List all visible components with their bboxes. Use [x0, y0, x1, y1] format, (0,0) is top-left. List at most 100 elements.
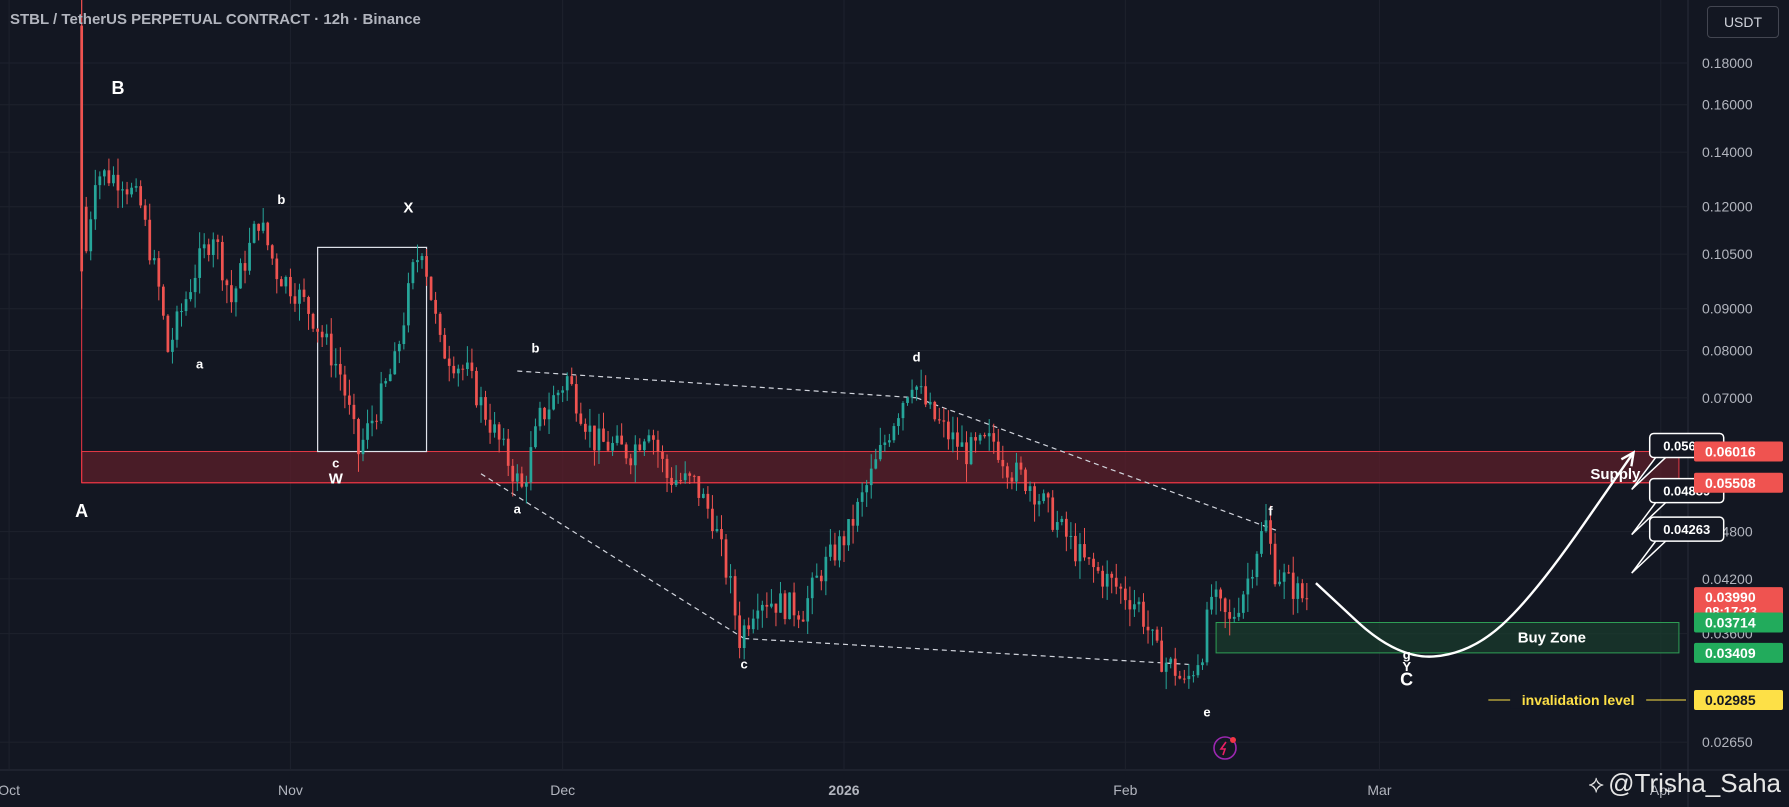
- candle-body: [93, 185, 97, 220]
- wave-label: a: [514, 502, 522, 517]
- candle-body: [779, 593, 782, 613]
- candle-body: [534, 426, 537, 448]
- candle-body: [125, 189, 129, 195]
- candle-body: [157, 258, 161, 287]
- currency-button[interactable]: USDT: [1707, 6, 1779, 38]
- candle-body: [974, 437, 977, 441]
- candle-body: [84, 206, 88, 252]
- y-tick-label: 0.04200: [1702, 571, 1753, 587]
- candle-body: [933, 401, 937, 420]
- candle-body: [1282, 572, 1286, 582]
- candle-body: [588, 425, 592, 432]
- candle-body: [706, 493, 710, 509]
- candle-body: [1046, 493, 1050, 498]
- candle-body: [611, 442, 614, 451]
- candle-body: [502, 438, 506, 440]
- candle-body: [80, 25, 84, 272]
- candle-body: [774, 603, 778, 613]
- alert-clock-icon[interactable]: [1213, 736, 1237, 760]
- candle-body: [388, 374, 392, 382]
- candle-body: [1205, 609, 1209, 663]
- candle-body: [992, 433, 996, 442]
- candle-body: [384, 381, 388, 384]
- candle-body: [343, 374, 347, 396]
- candle-body: [434, 299, 437, 314]
- author-watermark: ⟡ @Trisha_Saha: [1588, 768, 1781, 799]
- candle-body: [647, 435, 651, 442]
- candles: [80, 0, 1309, 690]
- candle-body: [1169, 658, 1173, 663]
- candle-body: [1069, 535, 1073, 537]
- candle-body: [969, 437, 973, 465]
- candle-body: [597, 428, 601, 451]
- candle-body: [1219, 589, 1222, 599]
- supply-zone-label: Supply: [1590, 466, 1641, 483]
- wave-label: f: [1268, 504, 1273, 519]
- candle-body: [847, 519, 850, 546]
- candle-body: [302, 289, 306, 298]
- candle-body: [161, 286, 165, 316]
- candle-body: [547, 409, 551, 420]
- candle-body: [747, 625, 751, 630]
- candle-body: [112, 174, 115, 184]
- candle-body: [1092, 558, 1095, 568]
- candle-body: [638, 444, 642, 451]
- candle-body: [833, 544, 837, 561]
- candle-body: [656, 439, 660, 452]
- candle-body: [506, 438, 510, 466]
- candle-body: [574, 384, 578, 414]
- candle-body: [552, 395, 555, 410]
- candle-body: [738, 615, 741, 649]
- candle-body: [1237, 612, 1241, 617]
- candle-body: [316, 328, 319, 332]
- candle-body: [1228, 612, 1232, 619]
- callout-pointer: [1631, 502, 1667, 536]
- candle-body: [674, 480, 678, 485]
- price-label-box: [1694, 441, 1783, 462]
- candle-body: [1287, 572, 1291, 574]
- projection-arrowhead: [1620, 450, 1636, 467]
- y-tick-label: 0.02650: [1702, 734, 1753, 750]
- candle-body: [683, 473, 687, 481]
- candle-body: [1296, 583, 1300, 599]
- price-label-box: [1694, 472, 1783, 493]
- candle-body: [593, 425, 596, 451]
- candle-body: [1260, 531, 1263, 554]
- candle-body: [452, 365, 456, 374]
- x-tick-label: Nov: [278, 782, 303, 798]
- candle-body: [692, 475, 696, 477]
- candle-body: [792, 592, 796, 616]
- projection-curve: [1315, 451, 1635, 658]
- invalidation-label: invalidation level: [1522, 692, 1635, 708]
- candle-body: [860, 492, 864, 502]
- candle-body: [134, 186, 138, 188]
- candle-body: [965, 442, 968, 465]
- candle-body: [942, 420, 946, 422]
- candle-body: [270, 245, 274, 259]
- price-axis-background: [1688, 0, 1789, 807]
- wave-label: W: [329, 470, 344, 487]
- candle-body: [642, 441, 646, 451]
- candle-body: [956, 432, 959, 447]
- candle-body: [538, 407, 542, 427]
- candle-body: [230, 285, 233, 303]
- candle-body: [257, 223, 261, 231]
- alert-bolt-glyph: [1219, 741, 1227, 756]
- y-tick-label: 0.09000: [1702, 301, 1753, 317]
- candle-body: [1133, 604, 1136, 610]
- candle-body: [189, 292, 192, 300]
- candle-body: [1110, 573, 1114, 578]
- candle-body: [1010, 477, 1014, 482]
- x-tick-label: Oct: [0, 782, 20, 798]
- candle-body: [937, 419, 941, 421]
- price-label-text: 0.06016: [1705, 444, 1756, 460]
- candle-body: [116, 174, 120, 191]
- candle-body: [670, 477, 673, 485]
- candle-body: [180, 311, 183, 313]
- callout-pointer: [1631, 456, 1667, 490]
- candle-body: [711, 508, 714, 532]
- candle-body: [338, 363, 342, 375]
- candle-body: [152, 258, 156, 261]
- candle-body: [715, 529, 719, 532]
